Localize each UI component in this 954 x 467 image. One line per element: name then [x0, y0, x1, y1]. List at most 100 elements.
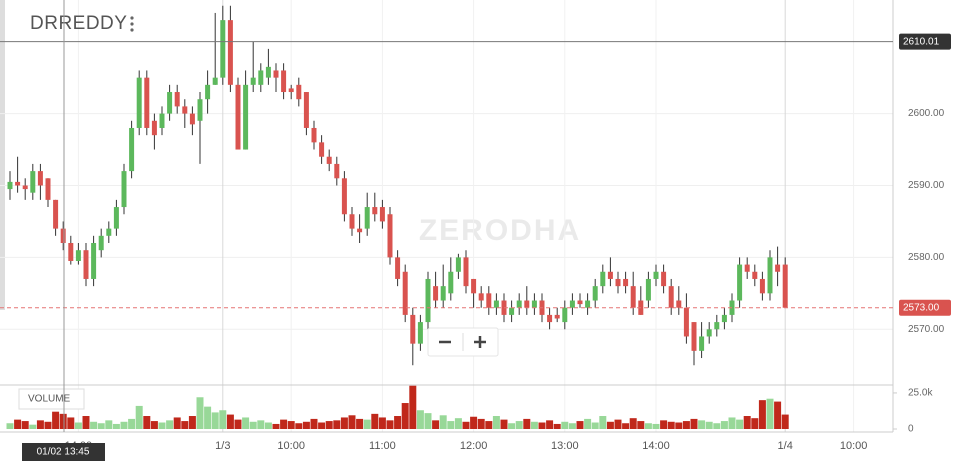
- zoom-controls: [427, 327, 499, 357]
- volume-bar: [325, 421, 333, 429]
- candle-body: [547, 314, 553, 323]
- volume-bar: [523, 418, 531, 429]
- zoom-in[interactable]: [464, 330, 496, 354]
- volume-bar: [546, 420, 554, 429]
- menu-icon[interactable]: [130, 16, 134, 32]
- candle-body: [22, 185, 28, 190]
- volume-bar: [386, 420, 394, 429]
- volume-bar: [629, 418, 637, 429]
- candle-body: [433, 286, 439, 301]
- volume-bar: [751, 418, 759, 429]
- volume-bar: [606, 421, 614, 429]
- candle-body: [205, 84, 211, 100]
- volume-bar: [14, 419, 22, 429]
- chart-title: DRREDDY: [30, 13, 127, 34]
- candle-body: [136, 77, 142, 128]
- volume-bar: [211, 412, 219, 429]
- volume-bar: [363, 419, 371, 429]
- volume-bar: [204, 406, 212, 429]
- volume-bar: [310, 418, 318, 429]
- last-price-box: [899, 299, 951, 316]
- volume-bar: [500, 419, 508, 429]
- volume-bar: [257, 420, 265, 429]
- volume-bar: [416, 410, 424, 429]
- volume-bar: [743, 416, 751, 429]
- candle-body: [60, 228, 66, 244]
- candle-body: [243, 84, 249, 150]
- volume-bar: [682, 421, 690, 429]
- candle-body: [45, 178, 51, 200]
- volume-bar: [112, 423, 120, 429]
- x-tick-label: 12:00: [460, 440, 488, 452]
- volume-bar: [188, 416, 196, 429]
- candle-body: [600, 271, 606, 287]
- volume-bar: [447, 421, 455, 429]
- candle-body: [30, 171, 36, 193]
- volume-bar: [561, 421, 569, 429]
- candle-body: [144, 77, 150, 128]
- volume-bar: [287, 421, 295, 429]
- watermark: ZERODHA: [419, 214, 581, 247]
- candle-body: [509, 307, 515, 315]
- volume-label-box: [18, 388, 85, 410]
- candle-body: [645, 278, 651, 301]
- candle-body: [326, 156, 332, 164]
- volume-bar: [295, 423, 303, 429]
- x-tick-label: 10:00: [277, 440, 305, 452]
- crosshair-x-box: [22, 443, 105, 461]
- candle-body: [106, 228, 112, 236]
- candle-body: [319, 142, 325, 157]
- volume-bar: [477, 418, 485, 429]
- volume-bar: [568, 423, 576, 429]
- volume-bar: [660, 420, 668, 429]
- candle-body: [379, 207, 385, 222]
- candle-body: [227, 20, 233, 85]
- candle-body: [113, 207, 119, 229]
- candle-body: [592, 286, 598, 301]
- candle-body: [83, 250, 89, 279]
- volume-bar: [143, 416, 151, 429]
- candle-body: [129, 127, 135, 172]
- volume-bar: [424, 413, 432, 429]
- volume-bar: [401, 403, 409, 429]
- volume-bar: [553, 423, 561, 429]
- candle-body: [706, 329, 712, 337]
- volume-bar: [348, 415, 356, 429]
- volume-bar: [120, 421, 128, 429]
- candle-body: [737, 264, 743, 301]
- x-tick-label: 14:00: [642, 440, 670, 452]
- volume-bar: [249, 421, 257, 429]
- volume-bar: [302, 421, 310, 429]
- volume-bar: [166, 420, 174, 429]
- candle-body: [782, 264, 788, 308]
- volume-bar: [356, 418, 364, 429]
- x-tick-label: 1/3: [215, 440, 230, 452]
- volume-bar: [150, 421, 158, 429]
- candle-body: [258, 70, 264, 85]
- volume-bar: [90, 421, 98, 429]
- candle-body: [607, 271, 613, 279]
- candle-body: [68, 243, 74, 261]
- last-price-label: 2573.00: [903, 302, 940, 313]
- y-tick-label: 2590.00: [908, 180, 945, 191]
- candle-body: [653, 271, 659, 279]
- volume-bar: [272, 423, 280, 429]
- volume-bar: [576, 421, 584, 429]
- candle-body: [364, 207, 370, 229]
- zoom-out[interactable]: [430, 330, 462, 354]
- x-tick-label: 11:00: [369, 440, 396, 452]
- volume-bar: [432, 420, 440, 429]
- volume-bar: [637, 421, 645, 429]
- volume-bar: [508, 423, 516, 429]
- candle-body: [387, 214, 393, 258]
- candle-body: [463, 257, 469, 287]
- candle-body: [585, 300, 591, 308]
- volume-bar: [622, 423, 630, 429]
- candle-body: [744, 264, 750, 272]
- x-tick-label: 13:00: [551, 440, 579, 452]
- candle-body: [303, 92, 309, 128]
- candle-body: [197, 99, 203, 121]
- candle-body: [75, 250, 81, 261]
- volume-bar: [226, 414, 234, 429]
- volume-bar: [470, 416, 478, 429]
